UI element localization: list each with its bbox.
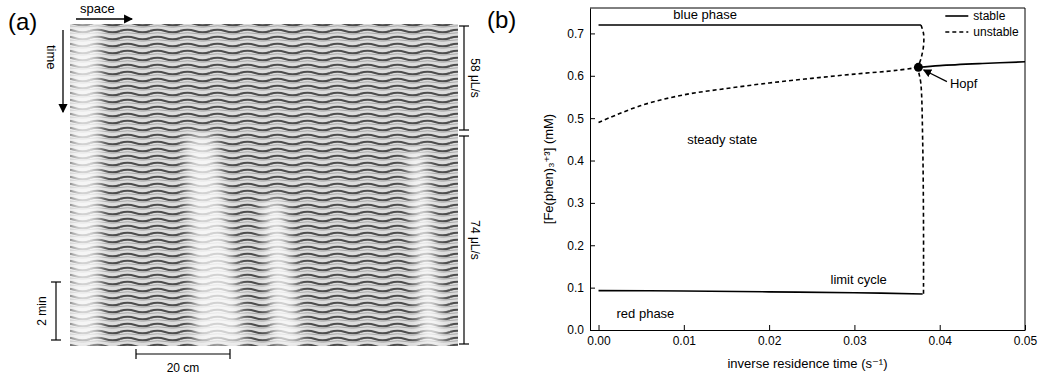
series-line (599, 25, 924, 294)
y-tick: 0.7 (567, 27, 595, 41)
bracket-cap (135, 349, 136, 359)
x-tick-mark (940, 325, 941, 330)
annotation: 74 μL/s (468, 220, 482, 260)
x-tick: 0.02 (758, 325, 782, 348)
bracket-cap (459, 135, 469, 136)
y-tick: 0.5 (567, 111, 595, 125)
x-tick: 0.05 (1014, 325, 1038, 348)
bracket-cap (459, 343, 469, 344)
x-axis: 0.00 0.01 0.02 0.03 0.04 0.05 (587, 325, 1037, 348)
x-tick: 0.04 (929, 325, 953, 348)
series-line (599, 25, 1025, 294)
x-axis-title: inverse residence time (s⁻¹) (727, 356, 887, 371)
light-band (408, 150, 444, 346)
y-tick: 0.1 (567, 281, 595, 295)
panel-a: (a) space time 2 min 20 cm 58 μL/s 74 μL/s (8, 1, 482, 375)
legend-swatch (945, 15, 968, 17)
y-tick-label: 0.0 (567, 323, 584, 337)
annotation: steady state (687, 132, 757, 147)
bracket-cap (229, 349, 230, 359)
special-point (914, 63, 923, 72)
y-tick: 0.6 (567, 69, 595, 83)
annotation: 58 μL/s (468, 58, 482, 98)
light-band (185, 135, 245, 346)
x-tick-mark (684, 325, 685, 330)
arrow (76, 18, 132, 19)
annotation: red phase (617, 306, 675, 321)
point-label: Hopf (950, 76, 978, 91)
plot-marks (599, 25, 1025, 294)
y-tick-label: 0.1 (567, 281, 584, 295)
annotation-arrow (924, 70, 947, 82)
y-axis-line (590, 9, 591, 331)
panel-b: (b)0.000.010.020.030.040.050.00.10.20.30… (487, 6, 1038, 371)
x-tick-label: 0.00 (587, 334, 611, 348)
bracket-cap (51, 339, 61, 340)
light-band (262, 200, 302, 346)
axis-label: time (44, 45, 59, 70)
x-tick-mark (854, 325, 855, 330)
y-tick-label: 0.6 (567, 69, 584, 83)
panel-label: (a) (8, 8, 37, 35)
bracket-line (55, 282, 56, 340)
x-tick-mark (599, 325, 600, 330)
arrow (62, 30, 63, 112)
x-tick-mark (1025, 325, 1026, 330)
y-tick-mark (590, 118, 595, 119)
annotation: blue phase (673, 7, 737, 22)
y-tick-mark (590, 76, 595, 77)
y-tick-mark (590, 203, 595, 204)
y-tick-mark (590, 330, 595, 331)
y-tick-mark (590, 245, 595, 246)
legend-swatch (945, 31, 968, 33)
y-tick: 0.3 (567, 196, 595, 210)
y-tick: 0.4 (567, 154, 595, 168)
axis-label: space (80, 1, 115, 16)
x-tick-label: 0.02 (758, 334, 782, 348)
legend-label: unstable (973, 25, 1019, 39)
panel-label: (b) (487, 6, 516, 33)
scale-bar-label: 2 min (35, 296, 49, 325)
bracket (136, 349, 230, 359)
x-axis-line (591, 330, 1026, 331)
x-tick: 0.03 (843, 325, 867, 348)
bracket-line (136, 353, 230, 354)
bracket-cap (51, 281, 61, 282)
y-tick-mark (590, 288, 595, 289)
y-tick-label: 0.5 (567, 111, 584, 125)
plot-frame (590, 8, 1025, 330)
x-tick-label: 0.01 (673, 334, 697, 348)
light-band (70, 24, 100, 346)
x-tick-label: 0.05 (1014, 334, 1038, 348)
y-tick-mark (590, 33, 595, 34)
image-background (70, 24, 458, 346)
spacetime-image (70, 24, 458, 346)
annotation: limit cycle (831, 272, 887, 287)
bracket-cap (459, 25, 469, 26)
x-tick-label: 0.04 (929, 334, 953, 348)
bracket-cap (459, 129, 469, 130)
y-tick-label: 0.7 (567, 27, 584, 41)
y-tick: 0.0 (567, 323, 595, 337)
bracket (459, 26, 469, 130)
y-axis: 0.0 0.1 0.2 0.3 0.4 0.5 0.6 0.7 (567, 9, 595, 338)
y-axis-title: [Fe(phen)₃⁺³] (mM) (541, 114, 556, 224)
bracket-line (463, 136, 464, 344)
y-tick-label: 0.3 (567, 196, 584, 210)
y-tick-label: 0.4 (567, 154, 584, 168)
legend: stable unstable (945, 9, 1019, 39)
legend-label: stable (973, 9, 1005, 23)
x-tick: 0.01 (673, 325, 697, 348)
figure: (a) space time 2 min 20 cm 58 μL/s 74 μL/s (b) 0… (0, 0, 1048, 378)
scale-bar-label: 20 cm (167, 361, 200, 375)
x-tick-label: 0.03 (843, 334, 867, 348)
y-tick-label: 0.2 (567, 239, 584, 253)
bracket (51, 282, 61, 340)
bracket-line (463, 26, 464, 130)
y-tick-mark (590, 161, 595, 162)
bracket (459, 136, 469, 344)
y-tick: 0.2 (567, 239, 595, 253)
x-tick-mark (769, 325, 770, 330)
